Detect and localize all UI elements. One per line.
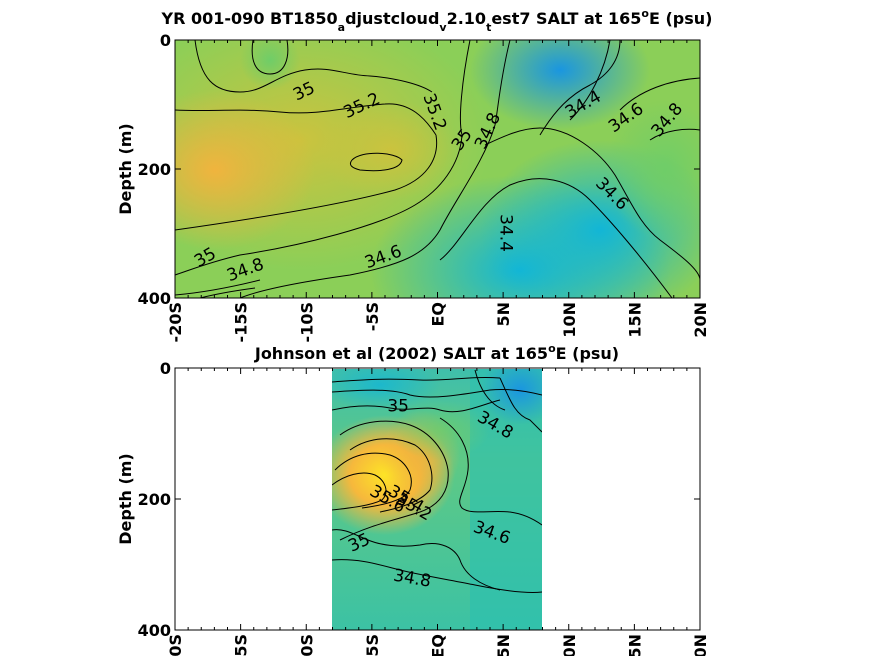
x-tick-label: -20S bbox=[166, 302, 185, 342]
observed-y-axis-label: Depth (m) bbox=[116, 453, 135, 545]
model-contour-lines bbox=[175, 40, 700, 298]
contour-label: 35 bbox=[387, 396, 409, 416]
x-tick-label: 5N bbox=[494, 634, 513, 656]
y-tick-label: 400 bbox=[138, 621, 171, 640]
model-chart-title: YR 001-090 BT1850adjustcloudv2.10test7 S… bbox=[161, 7, 713, 34]
x-tick-label: -15S bbox=[232, 634, 251, 656]
observed-minor-ticks bbox=[187, 368, 688, 630]
x-tick-label: -10S bbox=[297, 634, 316, 656]
y-tick-label: 0 bbox=[160, 31, 171, 50]
x-tick-label: 20N bbox=[691, 634, 710, 656]
model-y-axis: 0 200 400 bbox=[138, 31, 700, 308]
contour-label: 34.4 bbox=[496, 214, 516, 252]
observed-contour-lines bbox=[332, 369, 542, 593]
y-tick-label: 400 bbox=[138, 289, 171, 308]
x-tick-label: -20S bbox=[166, 634, 185, 656]
observed-x-axis: -20S -15S -10S -5S EQ 5N 10N 15N 20N bbox=[166, 368, 710, 661]
x-tick-label: -5S bbox=[363, 634, 382, 656]
model-minor-ticks bbox=[187, 40, 688, 298]
x-tick-label: -15S bbox=[232, 302, 251, 342]
model-y-axis-label: Depth (m) bbox=[116, 123, 135, 215]
x-tick-label: 15N bbox=[625, 302, 644, 338]
x-tick-label: 15N bbox=[625, 634, 644, 656]
observed-salinity-field bbox=[332, 369, 542, 630]
x-tick-label: EQ bbox=[429, 634, 448, 656]
x-tick-label: 5N bbox=[494, 302, 513, 327]
x-tick-label: 20N bbox=[691, 302, 710, 338]
x-tick-label: EQ bbox=[429, 302, 448, 327]
model-x-axis: -20S -15S -10S -5S EQ 5N 10N 15N 20N bbox=[166, 40, 710, 342]
y-tick-label: 0 bbox=[160, 359, 171, 378]
observed-y-axis: 0 200 400 bbox=[138, 359, 700, 640]
y-tick-label: 200 bbox=[138, 490, 171, 509]
x-tick-label: -5S bbox=[363, 302, 382, 331]
y-tick-label: 200 bbox=[138, 160, 171, 179]
observed-chart-title: Johnson et al (2002) SALT at 165oE (psu) bbox=[254, 342, 619, 363]
x-tick-label: -10S bbox=[297, 302, 316, 342]
model-salinity-field bbox=[175, 40, 700, 298]
x-tick-label: 10N bbox=[560, 634, 579, 656]
x-tick-label: 10N bbox=[560, 302, 579, 338]
